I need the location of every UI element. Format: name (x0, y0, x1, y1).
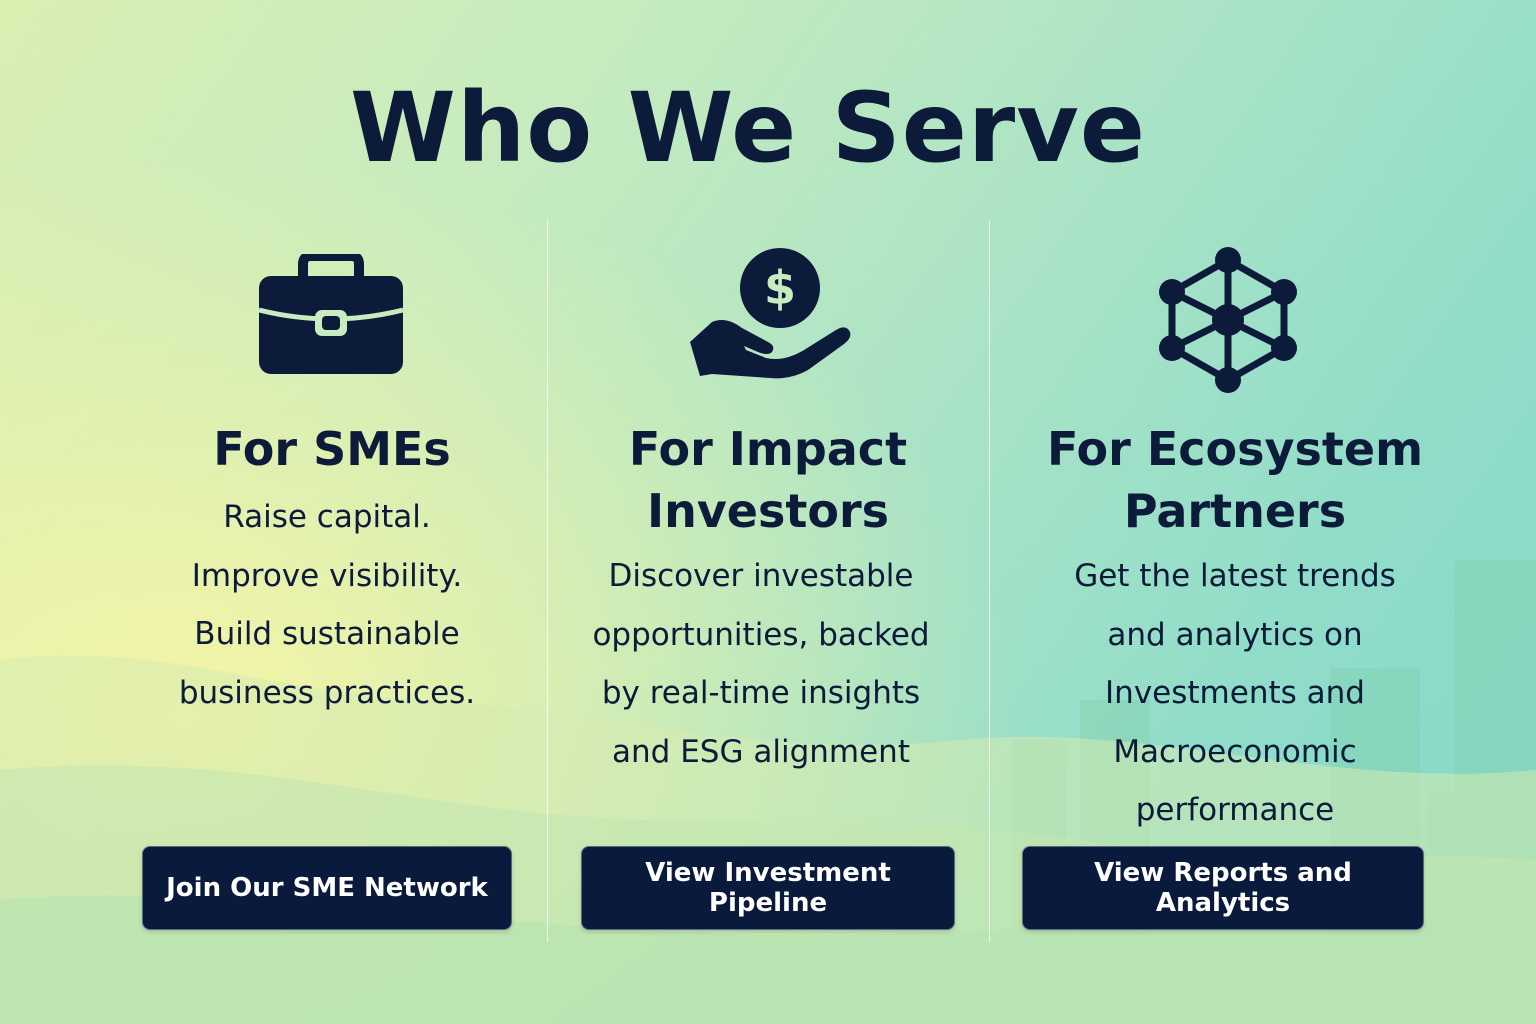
investors-column: $ For Impact Investors Discover investab… (548, 0, 989, 1024)
sme-heading: For SMEs (213, 422, 451, 476)
svg-text:$: $ (764, 261, 796, 315)
partners-column: For Ecosystem Partners Get the latest tr… (990, 0, 1536, 1024)
view-reports-analytics-button[interactable]: View Reports and Analytics (1022, 846, 1424, 930)
view-investment-pipeline-button[interactable]: View Investment Pipeline (581, 846, 955, 930)
partners-heading: For Ecosystem Partners (1046, 422, 1424, 538)
page-title: Who We Serve (350, 72, 1146, 184)
sme-column: For SMEs Raise capital. Improve visibili… (0, 0, 547, 1024)
network-icon (1159, 247, 1297, 393)
sme-description: Raise capital. Improve visibility. Build… (178, 499, 476, 711)
column-divider-2 (989, 220, 990, 942)
investors-description: Discover investable opportunities, backe… (592, 558, 930, 770)
column-divider-1 (547, 220, 548, 942)
hand-dollar-icon: $ (690, 248, 851, 379)
briefcase-icon (258, 254, 404, 374)
investors-heading: For Impact Investors (628, 422, 908, 538)
join-sme-network-button[interactable]: Join Our SME Network (142, 846, 512, 930)
partners-description: Get the latest trends and analytics on I… (1074, 558, 1396, 828)
